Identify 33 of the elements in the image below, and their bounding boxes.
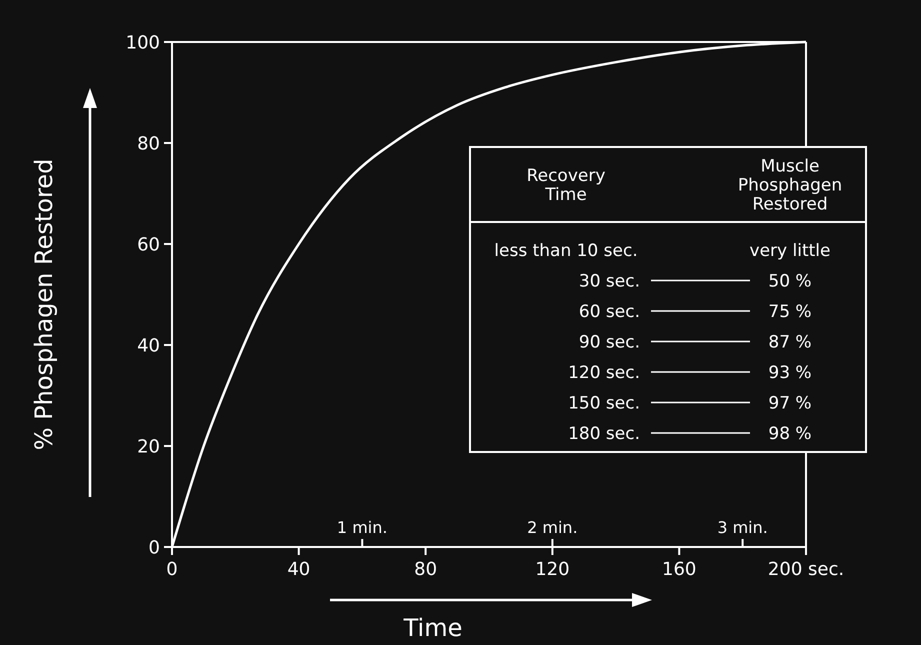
y-tick-label: 40 <box>137 335 160 356</box>
x-tick-label: 160 <box>662 559 696 580</box>
x-tick-label: 0 <box>166 559 178 580</box>
annotation: 60 sec. <box>578 302 640 322</box>
annotation: 150 sec. <box>568 393 640 414</box>
annotation: less than 10 sec. <box>494 240 638 261</box>
x2-tick-label: 1 min. <box>336 518 388 537</box>
x-axis-title: Time <box>402 614 462 642</box>
annotation: 120 sec. <box>568 362 640 383</box>
annotation: 180 sec. <box>568 424 640 444</box>
annotation: 97 % <box>768 393 812 414</box>
x-tick-label: 40 <box>287 559 310 580</box>
x2-tick-label: 3 min. <box>717 518 768 537</box>
x2-tick-label: 2 min. <box>527 518 578 537</box>
annotation: 87 % <box>768 332 812 352</box>
x-tick-label: 120 <box>535 559 570 580</box>
y-tick-label: 100 <box>126 32 160 54</box>
x-tick-label: 200 sec. <box>768 559 844 580</box>
annotation: 93 % <box>768 362 812 383</box>
annotation: very little <box>750 240 830 261</box>
annotation: 50 % <box>768 271 812 292</box>
y-axis-title: % Phosphagen Restored <box>30 158 58 450</box>
y-tick-label: 0 <box>148 537 160 558</box>
annotation: 75 % <box>768 302 812 322</box>
annotation: Muscle Phosphagen Restored <box>738 156 842 214</box>
y-tick-label: 60 <box>137 234 160 256</box>
y-tick-label: 80 <box>137 133 160 154</box>
annotation: 90 sec. <box>578 332 640 352</box>
annotation: 98 % <box>768 424 812 444</box>
y-tick-label: 20 <box>137 436 160 458</box>
x-tick-label: 80 <box>414 559 438 580</box>
annotation: 30 sec. <box>578 271 640 292</box>
annotation: Recovery Time <box>526 166 606 205</box>
